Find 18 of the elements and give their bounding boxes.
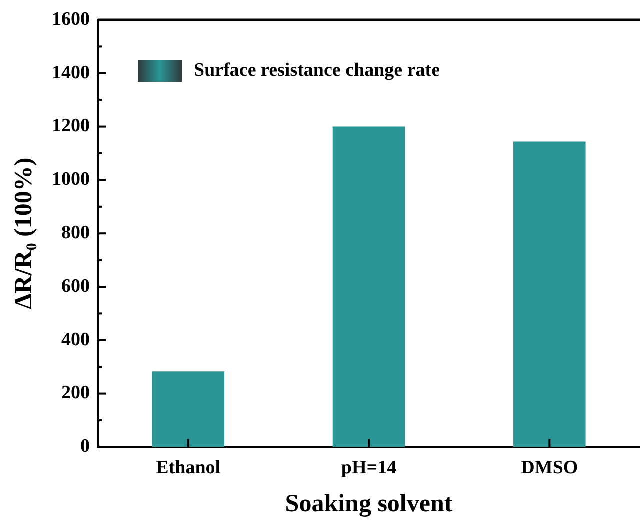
x-axis-title: Soaking solvent: [285, 490, 454, 518]
x-tick-label: Ethanol: [156, 458, 221, 479]
y-axis-title: ΔR/R₀ (100%): [10, 158, 38, 310]
y-tick-label: 600: [62, 276, 90, 297]
y-tick-label: 1600: [52, 8, 90, 30]
x-tick-label: pH=14: [341, 458, 398, 479]
legend-label: Surface resistance change rate: [194, 60, 440, 82]
bar: [332, 126, 406, 448]
y-tick-label: 1400: [52, 62, 90, 84]
y-tick-label: 1200: [52, 116, 90, 137]
bar: [514, 142, 586, 448]
x-tick-label: DMSO: [521, 458, 578, 479]
y-tick-label: 0: [80, 436, 90, 458]
bar: [152, 372, 224, 448]
y-tick-label: 1000: [52, 169, 90, 190]
y-tick-label: 800: [62, 222, 90, 244]
y-tick-label: 400: [62, 329, 90, 350]
y-tick-label: 200: [62, 382, 90, 404]
